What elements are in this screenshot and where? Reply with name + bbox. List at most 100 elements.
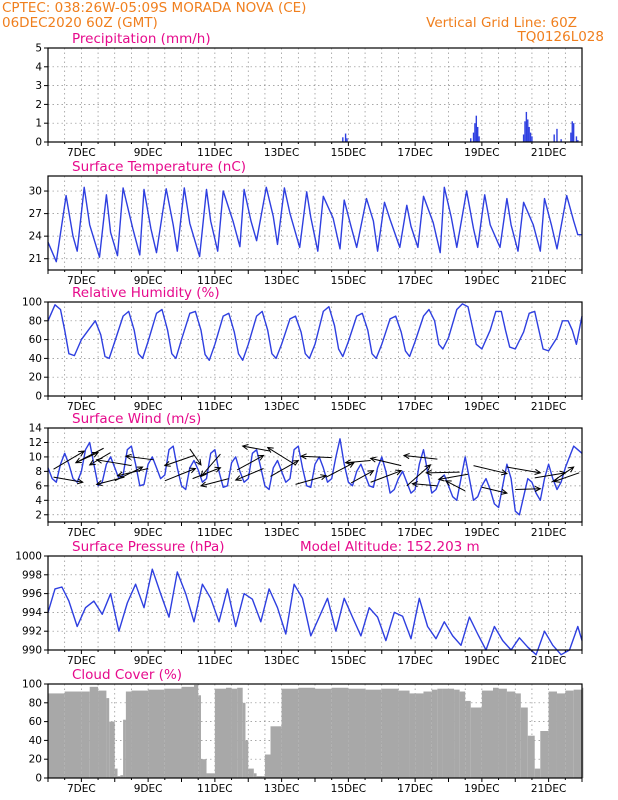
wind-vector-head xyxy=(344,459,352,466)
header-init-time: 06DEC2020 60Z (GMT) xyxy=(2,15,158,31)
wind-vector-head xyxy=(534,485,542,492)
pressure-ytick-label: 996 xyxy=(22,588,42,600)
wind-panel: 2 4 6 8 10 12 14 7DEC 9DEC 11DEC 13DEC 15DEC 17DEC 19… xyxy=(29,411,583,539)
cloud-ytick-label: 80 xyxy=(29,697,42,709)
wind-vector xyxy=(506,466,542,475)
wind-vector-shaft xyxy=(370,470,402,483)
wind-vector-head xyxy=(367,470,375,476)
precip-panel: 0 1 2 3 4 5 7DEC 9DEC 11DEC 13DEC 15DEC 17DEC 19DEC 2… xyxy=(35,31,583,159)
wind-vector-head xyxy=(124,453,132,460)
precip-xtick-label: 11DEC xyxy=(197,147,232,159)
wind-vector-head xyxy=(444,480,452,486)
wind-ytick-label: 8 xyxy=(35,466,42,478)
wind-vector xyxy=(411,481,438,488)
wind-vector-shaft xyxy=(481,486,508,494)
wind-vector-shaft xyxy=(295,475,327,485)
wind-vector xyxy=(406,464,432,487)
humidity-ytick-label: 40 xyxy=(29,353,42,365)
precip-ytick-label: 5 xyxy=(35,43,42,55)
wind-vector xyxy=(370,469,403,483)
wind-vector-shaft xyxy=(75,447,104,464)
wind-vector-head xyxy=(200,470,207,478)
cloud-xtick-label: 13DEC xyxy=(264,783,299,795)
cloud-bar xyxy=(242,702,246,778)
wind-vector xyxy=(369,456,402,467)
wind-vector-shaft xyxy=(53,450,85,470)
cloud-bar xyxy=(264,754,271,778)
wind-vector xyxy=(53,476,84,485)
humidity-xtick-label: 17DEC xyxy=(397,401,432,413)
wind-vector-head xyxy=(437,475,445,482)
cloud-bar xyxy=(540,731,549,778)
pressure-panel: 990 992 994 996 998 1000 7DEC 9DEC 11DEC 13DEC 15D… xyxy=(15,539,583,667)
humidity-panel: 0 20 40 60 80 100 7DEC 9DEC 11DEC 13DEC 15DEC 17DEC… xyxy=(22,285,583,413)
cloud-bar xyxy=(573,689,582,778)
wind-vector-head xyxy=(95,480,103,487)
wind-vector xyxy=(270,459,300,477)
temperature-xtick-label: 17DEC xyxy=(397,275,432,287)
wind-ytick-label: 10 xyxy=(29,451,42,463)
precip-ytick-label: 1 xyxy=(35,118,42,130)
wind-vector-shaft xyxy=(270,460,299,477)
cloud-xtick-label: 9DEC xyxy=(134,783,163,795)
wind-vector-head xyxy=(292,459,300,466)
wind-series-line xyxy=(47,438,583,516)
pressure-ytick-label: 998 xyxy=(22,569,42,581)
wind-vector xyxy=(473,465,509,476)
wind-vector xyxy=(444,480,466,492)
cloud-bar xyxy=(423,691,432,778)
wind-ytick-label: 2 xyxy=(35,509,42,521)
wind-vector-shaft xyxy=(406,464,431,487)
cloud-bar xyxy=(64,691,82,778)
cloud-bar xyxy=(200,759,207,778)
cloud-bar xyxy=(262,776,265,778)
cloud-bar xyxy=(415,693,424,778)
wind-xtick-label: 19DEC xyxy=(464,527,499,539)
cloud-bar xyxy=(442,688,449,778)
pressure-xtick-label: 21DEC xyxy=(531,655,566,667)
cloud-ytick-label: 100 xyxy=(22,679,42,691)
precip-bar xyxy=(572,123,575,142)
precip-bar xyxy=(531,136,533,142)
cloud-bar xyxy=(198,695,201,778)
precip-xtick-label: 19DEC xyxy=(464,147,499,159)
wind-xtick-label: 7DEC xyxy=(67,527,96,539)
wind-vector-shaft xyxy=(350,470,374,484)
cloud-xtick-label: 21DEC xyxy=(531,783,566,795)
wind-vector xyxy=(234,468,264,481)
wind-vector xyxy=(200,453,221,478)
wind-vector-head xyxy=(257,454,265,461)
wind-ytick-label: 4 xyxy=(35,495,42,507)
humidity-xtick-label: 13DEC xyxy=(264,401,299,413)
cloud-bar xyxy=(181,686,195,778)
humidity-series-line xyxy=(47,303,583,361)
wind-xtick-label: 15DEC xyxy=(331,527,366,539)
humidity-ytick-label: 60 xyxy=(29,334,42,346)
wind-vector xyxy=(437,473,469,482)
humidity-xtick-label: 11DEC xyxy=(197,401,232,413)
wind-xtick-label: 13DEC xyxy=(264,527,299,539)
humidity-ytick-label: 100 xyxy=(22,297,42,309)
humidity-ytick-label: 0 xyxy=(35,391,42,403)
header: CPTEC: 038:26W-05:09S MORADA NOVA (CE) 0… xyxy=(2,0,604,45)
wind-vector-head xyxy=(95,457,103,464)
wind-vector xyxy=(116,468,149,478)
precip-xtick-label: 7DEC xyxy=(67,147,96,159)
cloud-bar xyxy=(315,688,332,778)
precip-bar xyxy=(527,119,529,142)
precip-ytick-label: 0 xyxy=(35,137,42,149)
cloud-bar xyxy=(226,687,232,778)
humidity-xtick-label: 19DEC xyxy=(464,401,499,413)
precip-bar xyxy=(575,136,578,142)
precip-bar xyxy=(478,136,480,142)
precip-bar xyxy=(346,138,348,142)
wind-vector xyxy=(425,469,460,476)
wind-vector-head xyxy=(567,466,575,473)
pressure-annotation: Model Altitude: 152.203 m xyxy=(300,539,480,555)
wind-vector xyxy=(124,453,154,461)
wind-vector xyxy=(241,443,271,452)
cloud-bar xyxy=(231,688,238,778)
cloud-bar xyxy=(164,688,182,778)
pressure-xtick-label: 19DEC xyxy=(464,655,499,667)
precip-bar xyxy=(528,126,530,142)
